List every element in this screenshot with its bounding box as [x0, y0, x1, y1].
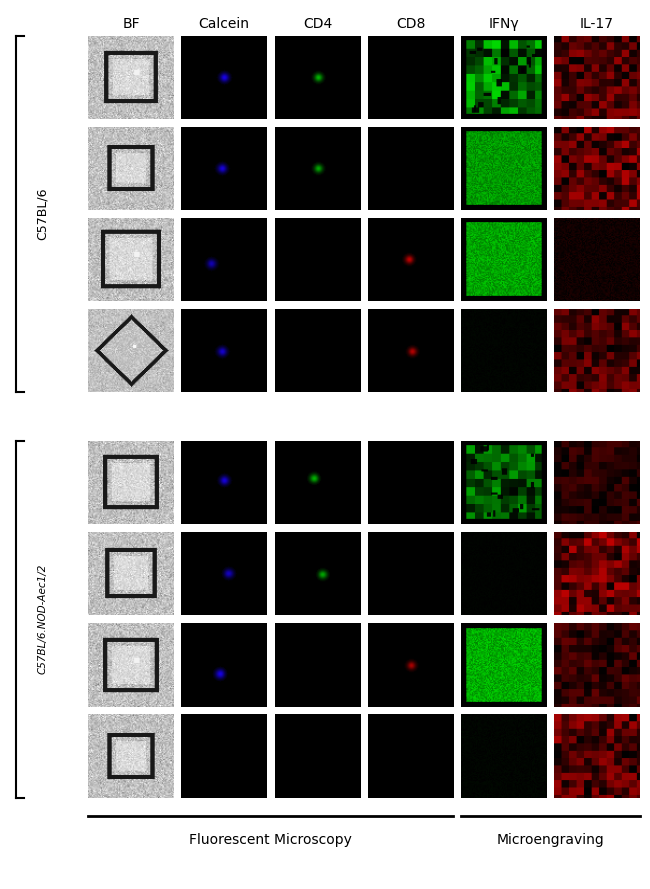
Text: BF: BF [122, 17, 140, 31]
Text: C57BL/6: C57BL/6 [36, 188, 49, 240]
Text: C57BL/6.NOD-Aec1/2: C57BL/6.NOD-Aec1/2 [37, 564, 47, 675]
Text: CD8: CD8 [396, 17, 425, 31]
Text: IFNγ: IFNγ [488, 17, 519, 31]
Text: Microengraving: Microengraving [497, 833, 604, 847]
Text: Fluorescent Microscopy: Fluorescent Microscopy [189, 833, 352, 847]
Text: CD4: CD4 [303, 17, 332, 31]
Text: Calcein: Calcein [199, 17, 250, 31]
Text: IL-17: IL-17 [580, 17, 614, 31]
